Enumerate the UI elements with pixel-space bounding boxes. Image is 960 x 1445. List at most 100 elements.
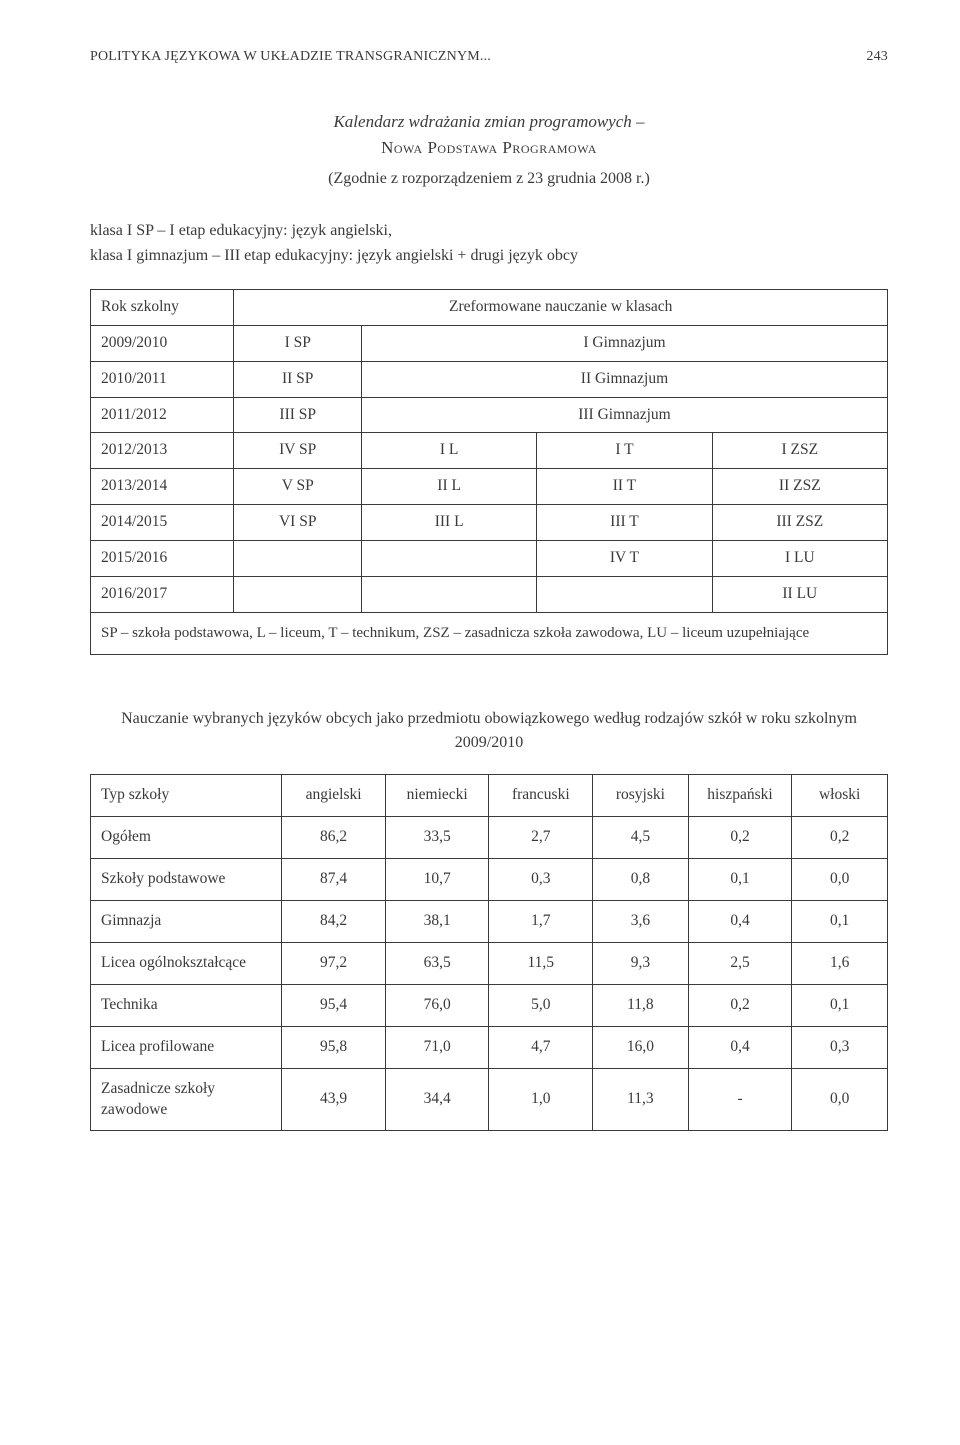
row-label: Gimnazja [91, 900, 282, 942]
cell-value: 4,5 [593, 817, 689, 859]
table-row: 2015/2016IV TI LU [91, 541, 888, 577]
cell-t: II T [537, 469, 712, 505]
row-label: Licea profilowane [91, 1026, 282, 1068]
cell-value: 0,0 [792, 1068, 888, 1131]
cell-z: I ZSZ [712, 433, 887, 469]
table-row: 2011/2012III SPIII Gimnazjum [91, 397, 888, 433]
table-row: 2013/2014V SPII LII TII ZSZ [91, 469, 888, 505]
table-calendar: Rok szkolny Zreformowane nauczanie w kla… [90, 289, 888, 655]
cell-t [537, 577, 712, 613]
cell-value: 11,3 [593, 1068, 689, 1131]
table-row: 2010/2011II SPII Gimnazjum [91, 361, 888, 397]
cell-value: 2,7 [489, 817, 593, 859]
cell-value: 4,7 [489, 1026, 593, 1068]
cell-value: 0,8 [593, 859, 689, 901]
running-title: POLITYKA JĘZYKOWA W UKŁADZIE TRANSGRANIC… [90, 48, 491, 67]
cell-sp [234, 577, 362, 613]
cell-value: 43,9 [282, 1068, 386, 1131]
table-header-row: Typ szkołyangielskiniemieckifrancuskiros… [91, 775, 888, 817]
table-row: 2016/2017 II LU [91, 577, 888, 613]
col-header-year: Rok szkolny [91, 289, 234, 325]
cell-value: 0,4 [688, 900, 792, 942]
cell-gimnazjum: II Gimnazjum [361, 361, 887, 397]
cell-year: 2013/2014 [91, 469, 234, 505]
cell-value: 34,4 [385, 1068, 489, 1131]
cell-z: III ZSZ [712, 505, 887, 541]
cell-value: 9,3 [593, 942, 689, 984]
cell-z: II LU [712, 577, 887, 613]
table-row: Licea ogólnokształcące97,263,511,59,32,5… [91, 942, 888, 984]
table-row: Licea profilowane95,871,04,716,00,40,3 [91, 1026, 888, 1068]
cell-l [361, 541, 536, 577]
cell-value: 2,5 [688, 942, 792, 984]
cell-l: III L [361, 505, 536, 541]
cell-value: 71,0 [385, 1026, 489, 1068]
table-footnote: SP – szkoła podstawowa, L – liceum, T – … [91, 613, 888, 655]
cell-t: I T [537, 433, 712, 469]
section1-source: (Zgodnie z rozporządzeniem z 23 grudnia … [90, 168, 888, 190]
cell-value: 95,4 [282, 984, 386, 1026]
cell-value: 3,6 [593, 900, 689, 942]
cell-value: 11,8 [593, 984, 689, 1026]
cell-value: 63,5 [385, 942, 489, 984]
cell-sp: V SP [234, 469, 362, 505]
cell-sp: III SP [234, 397, 362, 433]
cell-l [361, 577, 536, 613]
cell-z: II ZSZ [712, 469, 887, 505]
row-label: Zasadnicze szkoły zawodowe [91, 1068, 282, 1131]
cell-value: 86,2 [282, 817, 386, 859]
cell-gimnazjum: I Gimnazjum [361, 325, 887, 361]
col-header: rosyjski [593, 775, 689, 817]
cell-z: I LU [712, 541, 887, 577]
cell-value: 84,2 [282, 900, 386, 942]
table-row: 2014/2015VI SPIII LIII TIII ZSZ [91, 505, 888, 541]
cell-value: 0,3 [489, 859, 593, 901]
col-header: Typ szkoły [91, 775, 282, 817]
cell-value: 10,7 [385, 859, 489, 901]
running-header: POLITYKA JĘZYKOWA W UKŁADZIE TRANSGRANIC… [90, 48, 888, 67]
section1-title: Kalendarz wdrażania zmian programowych –… [90, 109, 888, 162]
intro-line2: klasa I gimnazjum – III etap edukacyjny:… [90, 244, 888, 269]
table-row: Gimnazja84,238,11,73,60,40,1 [91, 900, 888, 942]
cell-gimnazjum: III Gimnazjum [361, 397, 887, 433]
row-label: Licea ogólnokształcące [91, 942, 282, 984]
table-footnote-row: SP – szkoła podstawowa, L – liceum, T – … [91, 613, 888, 655]
cell-value: 76,0 [385, 984, 489, 1026]
table-row: 2012/2013IV SPI LI TI ZSZ [91, 433, 888, 469]
table-languages: Typ szkołyangielskiniemieckifrancuskiros… [90, 774, 888, 1131]
cell-year: 2010/2011 [91, 361, 234, 397]
section2-caption: Nauczanie wybranych języków obcych jako … [90, 707, 888, 757]
cell-sp: VI SP [234, 505, 362, 541]
cell-value: 97,2 [282, 942, 386, 984]
cell-value: 0,3 [792, 1026, 888, 1068]
cell-l: I L [361, 433, 536, 469]
row-label: Technika [91, 984, 282, 1026]
cell-value: 5,0 [489, 984, 593, 1026]
section1-intro: klasa I SP – I etap edukacyjny: język an… [90, 219, 888, 269]
page-number: 243 [866, 48, 888, 67]
table-row: 2009/2010I SPI Gimnazjum [91, 325, 888, 361]
table-row: Szkoły podstawowe87,410,70,30,80,10,0 [91, 859, 888, 901]
cell-value: 0,0 [792, 859, 888, 901]
cell-sp [234, 541, 362, 577]
table-row: Rok szkolny Zreformowane nauczanie w kla… [91, 289, 888, 325]
cell-value: - [688, 1068, 792, 1131]
cell-value: 0,4 [688, 1026, 792, 1068]
cell-t: IV T [537, 541, 712, 577]
row-label: Szkoły podstawowe [91, 859, 282, 901]
cell-value: 38,1 [385, 900, 489, 942]
cell-t: III T [537, 505, 712, 541]
cell-value: 87,4 [282, 859, 386, 901]
cell-value: 0,2 [688, 984, 792, 1026]
col-header: hiszpański [688, 775, 792, 817]
cell-year: 2014/2015 [91, 505, 234, 541]
cell-sp: IV SP [234, 433, 362, 469]
col-header-span: Zreformowane nauczanie w klasach [234, 289, 888, 325]
row-label: Ogółem [91, 817, 282, 859]
col-header: niemiecki [385, 775, 489, 817]
cell-year: 2016/2017 [91, 577, 234, 613]
cell-l: II L [361, 469, 536, 505]
cell-value: 0,1 [688, 859, 792, 901]
cell-value: 1,6 [792, 942, 888, 984]
cell-value: 0,1 [792, 900, 888, 942]
